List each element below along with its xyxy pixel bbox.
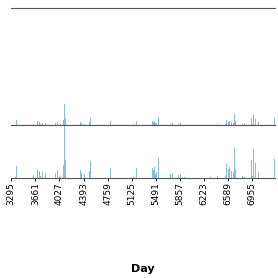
Text: Day: Day	[131, 264, 155, 274]
